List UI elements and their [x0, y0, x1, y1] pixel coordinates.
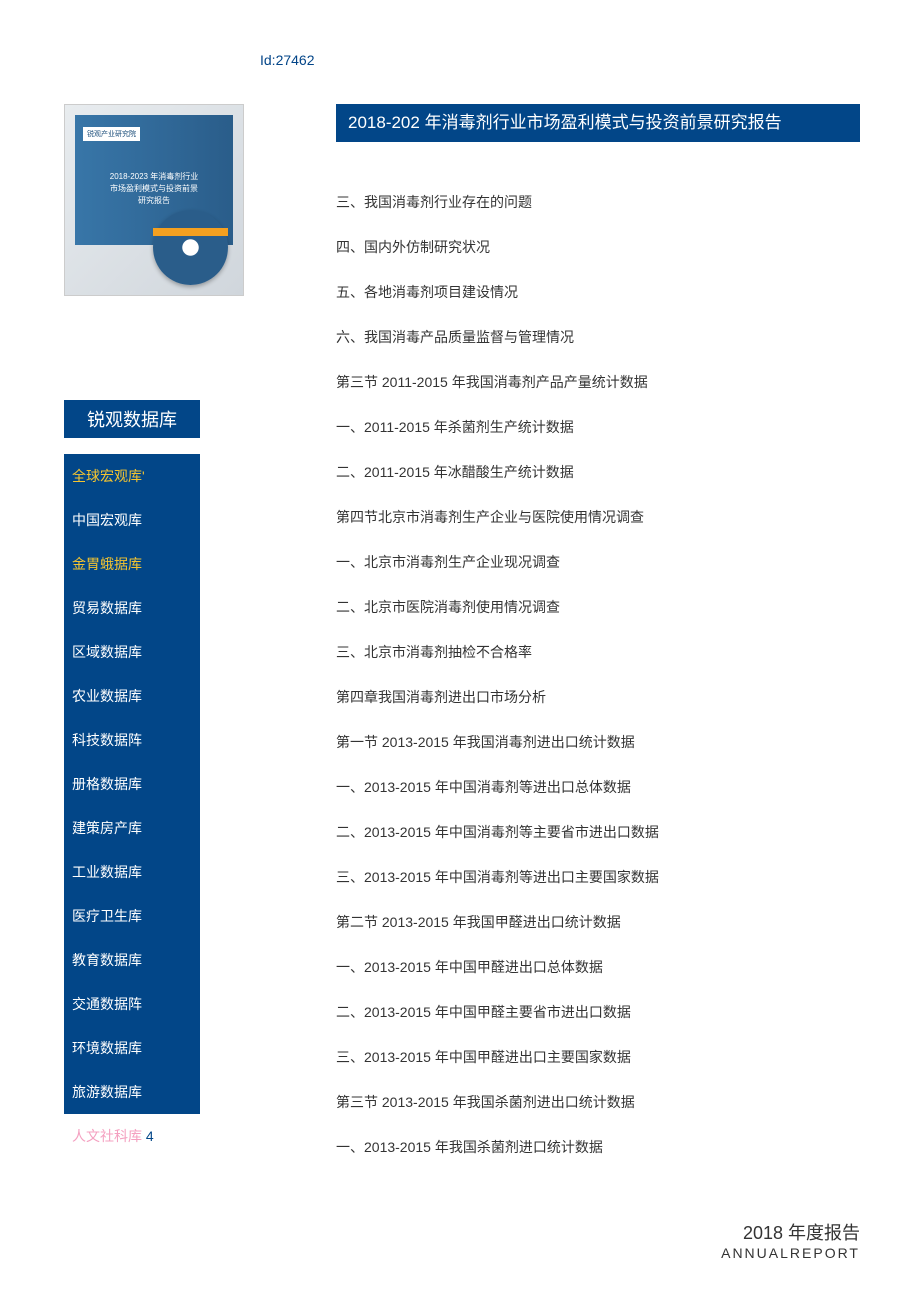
- content-item: 第四节北京市消毒剂生产企业与医院使用情况调查: [336, 495, 860, 540]
- content-item: 一、北京市消毒剂生产企业现况调查: [336, 540, 860, 585]
- main-title: 2018-202 年消毒剂行业市场盈利模式与投资前景研究报告: [336, 104, 860, 142]
- header-id: Id:27462: [260, 52, 315, 68]
- sidebar-link[interactable]: 农业数据库: [72, 688, 142, 704]
- sidebar-item[interactable]: 科技数据阵: [64, 718, 200, 762]
- sidebar-link-last[interactable]: 人文社科库: [72, 1128, 142, 1144]
- footer-year-line: 2018 年度报告: [721, 1219, 860, 1245]
- sidebar-list: 全球宏观库' 中国宏观库 金胃蛾据库 贸易数据库 区域数据库 农业数据库 科技数…: [64, 454, 200, 1158]
- footer-year-suffix: 年度报告: [783, 1223, 860, 1243]
- content-item: 第二节 2013-2015 年我国甲醛进出口统计数据: [336, 900, 860, 945]
- content-item: 一、2013-2015 年我国杀菌剂进口统计数据: [336, 1125, 860, 1170]
- content-item: 一、2011-2015 年杀菌剂生产统计数据: [336, 405, 860, 450]
- sidebar-link[interactable]: 中国宏观库: [72, 512, 142, 528]
- content-item: 第三节 2013-2015 年我国杀菌剂进出口统计数据: [336, 1080, 860, 1125]
- content-item: 二、北京市医院消毒剂使用情况调查: [336, 585, 860, 630]
- content-item: 第三节 2011-2015 年我国消毒剂产品产量统计数据: [336, 360, 860, 405]
- content-item: 三、我国消毒剂行业存在的问题: [336, 180, 860, 225]
- sidebar-link[interactable]: 科技数据阵: [72, 732, 142, 748]
- sidebar-item[interactable]: 全球宏观库': [64, 454, 200, 498]
- sidebar-item[interactable]: 区域数据库: [64, 630, 200, 674]
- sidebar-link[interactable]: 贸易数据库: [72, 600, 142, 616]
- content-item: 二、2013-2015 年中国甲醛主要省市进出口数据: [336, 990, 860, 1035]
- sidebar-link[interactable]: 金胃蛾据库: [72, 556, 142, 572]
- cover-disc: [153, 210, 228, 285]
- sidebar-item[interactable]: 环境数据库: [64, 1026, 200, 1070]
- content-item: 三、2013-2015 年中国消毒剂等进出口主要国家数据: [336, 855, 860, 900]
- cover-title-line1: 2018-2023 年消毒剂行业: [110, 172, 198, 181]
- sidebar-link[interactable]: 工业数据库: [72, 864, 142, 880]
- cover-title-line3: 研究报告: [138, 196, 170, 205]
- sidebar-item[interactable]: 交通数据阵: [64, 982, 200, 1026]
- sidebar-link[interactable]: 环境数据库: [72, 1040, 142, 1056]
- sidebar-item-last[interactable]: 人文社科库 4: [64, 1114, 200, 1158]
- footer-label: ANNUALREPORT: [721, 1245, 860, 1261]
- content-item: 五、各地消毒剂项目建设情况: [336, 270, 860, 315]
- sidebar-item[interactable]: 贸易数据库: [64, 586, 200, 630]
- sidebar-item[interactable]: 金胃蛾据库: [64, 542, 200, 586]
- sidebar-link[interactable]: 全球宏观库': [72, 468, 145, 484]
- sidebar-item[interactable]: 农业数据库: [64, 674, 200, 718]
- cover-title-line2: 市场盈利模式与投资前景: [110, 184, 198, 193]
- sidebar-title: 锐观数据库: [64, 400, 200, 438]
- sidebar-item[interactable]: 中国宏观库: [64, 498, 200, 542]
- sidebar-item[interactable]: 建策房产库: [64, 806, 200, 850]
- sidebar-item[interactable]: 医疗卫生库: [64, 894, 200, 938]
- content-item: 三、北京市消毒剂抽检不合格率: [336, 630, 860, 675]
- cover-logo: 锐观产业研究院: [83, 127, 140, 141]
- content-item: 第一节 2013-2015 年我国消毒剂进出口统计数据: [336, 720, 860, 765]
- sidebar-item[interactable]: 工业数据库: [64, 850, 200, 894]
- sidebar-item[interactable]: 教育数据库: [64, 938, 200, 982]
- sidebar-link[interactable]: 旅游数据库: [72, 1084, 142, 1100]
- page-number: 4: [146, 1128, 154, 1144]
- content-item: 四、国内外仿制研究状况: [336, 225, 860, 270]
- content-item: 六、我国消毒产品质量监督与管理情况: [336, 315, 860, 360]
- sidebar-link[interactable]: 教育数据库: [72, 952, 142, 968]
- content-item: 二、2011-2015 年冰醋酸生产统计数据: [336, 450, 860, 495]
- sidebar-item[interactable]: 旅游数据库: [64, 1070, 200, 1114]
- sidebar-link[interactable]: 区域数据库: [72, 644, 142, 660]
- sidebar-link[interactable]: 册格数据库: [72, 776, 142, 792]
- sidebar-item[interactable]: 册格数据库: [64, 762, 200, 806]
- footer-year: 2018: [743, 1223, 783, 1243]
- sidebar-link[interactable]: 交通数据阵: [72, 996, 142, 1012]
- sidebar-link[interactable]: 医疗卫生库: [72, 908, 142, 924]
- cover-title: 2018-2023 年消毒剂行业 市场盈利模式与投资前景 研究报告: [83, 171, 225, 207]
- footer-right: 2018 年度报告 ANNUALREPORT: [721, 1219, 860, 1261]
- content-item: 三、2013-2015 年中国甲醛进出口主要国家数据: [336, 1035, 860, 1080]
- content-list: 三、我国消毒剂行业存在的问题 四、国内外仿制研究状况 五、各地消毒剂项目建设情况…: [336, 180, 860, 1170]
- content-item: 第四章我国消毒剂进出口市场分析: [336, 675, 860, 720]
- content-item: 一、2013-2015 年中国消毒剂等进出口总体数据: [336, 765, 860, 810]
- content-item: 一、2013-2015 年中国甲醛进出口总体数据: [336, 945, 860, 990]
- sidebar-link[interactable]: 建策房产库: [72, 820, 142, 836]
- content-item: 二、2013-2015 年中国消毒剂等主要省市进出口数据: [336, 810, 860, 855]
- cover-image: 锐观产业研究院 2018-2023 年消毒剂行业 市场盈利模式与投资前景 研究报…: [64, 104, 244, 296]
